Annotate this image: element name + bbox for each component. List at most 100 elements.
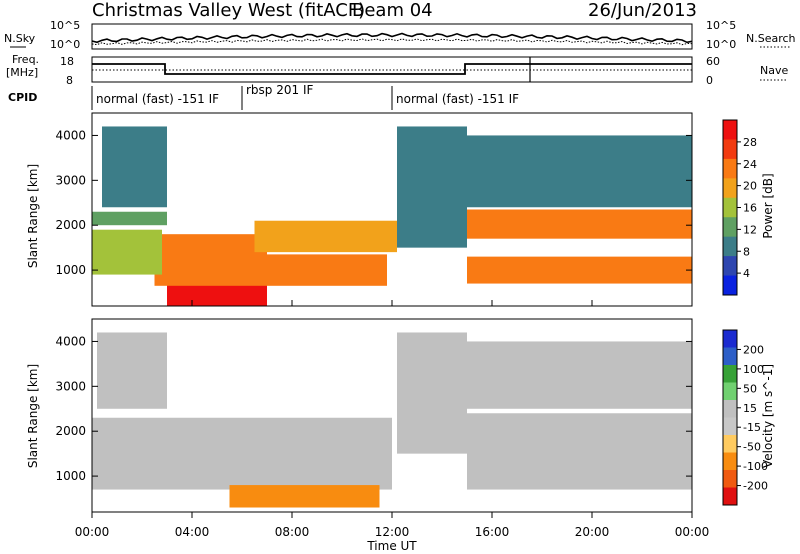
velocity-region-3 [397,332,467,454]
nsearch-label: N.Search [746,32,796,45]
colorbar-tick-label: -15 [743,421,761,434]
velocity-colorbar: 200 100 50 15 -15 -50 -100 -200 [722,329,768,506]
freq-panel: Freq. [MHz] 18 8 60 0 Nave [6,53,788,87]
colorbar-swatch [723,217,737,238]
power-colorbar: 28 24 20 16 12 8 4 [722,119,757,296]
colorbar-swatch [723,417,737,436]
colorbar-swatch [723,435,737,453]
y-tick-label: 4000 [55,334,86,348]
x-axis-label: Time UT [366,539,417,553]
colorbar-tick-label: 50 [743,382,757,395]
colorbar-swatch [723,178,737,199]
freq-tick-high: 18 [60,55,74,68]
colorbar-tick-label: 100 [743,363,764,376]
power-y-ticks: 1000 2000 3000 4000 [55,128,692,277]
colorbar-tick-label: 200 [743,343,764,356]
x-tick-label: 00:00 [675,525,710,539]
velocity-panel: 1000 2000 3000 4000 Slant Range [km] 200 100… [26,318,775,513]
power-region-1 [154,254,387,286]
nsky-trace [91,32,693,44]
velocity-region-4 [467,413,692,490]
nave-tick-high: 60 [706,55,720,68]
velocity-region-1 [229,485,380,508]
cpid-panel: CPID normal (fast) -151 IF rbsp 201 IF n… [8,83,519,110]
power-region-10 [467,135,692,208]
colorbar-swatch [723,120,737,140]
power-region-7 [397,126,467,248]
y-tick-label: 2000 [55,218,86,232]
power-region-9 [467,256,692,284]
velocity-region-0 [92,417,392,490]
colorbar-tick-label: 24 [743,158,757,171]
colorbar-swatch [723,382,737,401]
velocity-region-5 [467,341,692,409]
colorbar-frame [722,329,738,506]
y-tick-label: 3000 [55,173,86,187]
colorbar-swatch [723,365,737,383]
power-region-2 [162,234,267,257]
freq-label-1: Freq. [12,53,39,66]
velocity-region-2 [97,332,167,409]
freq-trace [92,63,692,75]
colorbar-swatch [723,452,737,471]
date-label: 26/Jun/2013 [588,0,697,21]
nave-tick-low: 0 [706,74,713,87]
velocity-colorbar-label: Velocity [m s^-1] [761,364,775,468]
time-axis: 00:00 04:00 08:00 12:00 16:00 20:00 00:00 [75,300,710,539]
x-tick-label: 04:00 [175,525,210,539]
colorbar-swatch [723,158,737,179]
nsky-tick-low: 10^0 [50,38,80,51]
freq-frame [91,56,693,83]
cpid-segment-3: normal (fast) -151 IF [396,92,519,106]
colorbar-tick-label: 28 [743,136,757,149]
freq-tick-low: 8 [66,74,73,87]
power-region-8 [467,209,692,239]
beam-label: Beam 04 [352,0,433,21]
nsky-panel: N.Sky 10^5 10^0 10^5 10^0 N.Search [4,19,796,51]
colorbar-swatch [723,470,737,488]
power-y-axis-label: Slant Range [km] [26,164,40,268]
figure-title: Christmas Valley West (fitACF) [92,0,365,21]
colorbar-tick-label: -200 [743,480,768,493]
colorbar-swatch [723,330,737,348]
nsky-frame [91,23,693,50]
x-tick-label: 00:00 [75,525,110,539]
power-colorbar-label: Power [dB] [761,173,775,238]
nsky-tick-high: 10^5 [50,19,80,32]
colorbar-swatch [723,487,737,506]
colorbar-swatch [723,347,737,366]
y-tick-label: 2000 [55,424,86,438]
colorbar-tick-label: 4 [743,267,750,280]
cpid-segment-1: normal (fast) -151 IF [96,92,219,106]
y-tick-label: 1000 [55,263,86,277]
colorbar-swatch [723,197,737,218]
nsearch-trace [91,38,693,46]
colorbar-tick-label: -50 [743,441,761,454]
velocity-y-axis-label: Slant Range [km] [26,364,40,468]
colorbar-tick-label: 16 [743,202,757,215]
nsearch-tick-low: 10^0 [706,38,736,51]
colorbar-tick-label: 15 [743,402,757,415]
nsky-label: N.Sky [4,32,36,45]
velocity-y-ticks: 1000 2000 3000 4000 [55,334,692,483]
colorbar-tick-label: -100 [743,460,768,473]
power-region-6 [102,126,167,208]
y-tick-label: 4000 [55,128,86,142]
power-region-4 [92,229,162,275]
x-tick-label: 08:00 [275,525,310,539]
cpid-segment-2: rbsp 201 IF [246,83,313,97]
colorbar-swatch [723,275,737,296]
colorbar-swatch [723,236,737,257]
x-tick-label: 12:00 [375,525,410,539]
colorbar-tick-label: 12 [743,223,757,236]
y-tick-label: 1000 [55,469,86,483]
power-region-3 [254,220,397,253]
x-tick-label: 16:00 [475,525,510,539]
colorbar-swatch [723,256,737,277]
cpid-label: CPID [8,91,37,104]
freq-label-2: [MHz] [6,66,38,79]
nsearch-tick-high: 10^5 [706,19,736,32]
x-tick-label: 20:00 [575,525,610,539]
colorbar-tick-label: 20 [743,180,757,193]
nave-label: Nave [760,64,788,77]
